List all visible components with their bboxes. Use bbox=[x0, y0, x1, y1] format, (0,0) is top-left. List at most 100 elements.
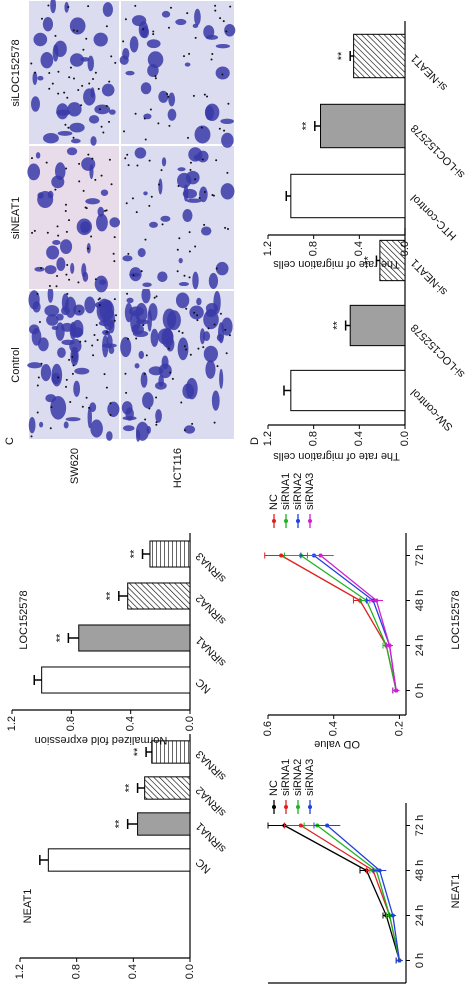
pore bbox=[105, 104, 108, 107]
pore bbox=[127, 252, 130, 255]
cell bbox=[84, 296, 96, 314]
cell bbox=[35, 152, 41, 159]
pore bbox=[31, 231, 34, 234]
legend-marker bbox=[272, 805, 276, 809]
x-tick-label: 48 h bbox=[414, 590, 426, 611]
cell bbox=[177, 172, 192, 189]
cell bbox=[27, 163, 41, 181]
pore bbox=[135, 337, 138, 340]
pore bbox=[30, 435, 33, 438]
series-line bbox=[320, 554, 397, 691]
cell bbox=[161, 157, 167, 167]
pore bbox=[67, 126, 70, 129]
x-tick-label: NC bbox=[194, 676, 214, 696]
micrographs bbox=[27, 0, 236, 442]
pore bbox=[112, 252, 115, 255]
pore bbox=[226, 171, 229, 174]
pore bbox=[72, 77, 75, 80]
pore bbox=[95, 324, 98, 327]
pore bbox=[48, 87, 51, 90]
cell bbox=[102, 335, 109, 358]
pore bbox=[127, 164, 130, 167]
cell bbox=[65, 417, 81, 422]
legend-label: NC bbox=[268, 494, 280, 510]
pore bbox=[64, 203, 67, 206]
cell bbox=[90, 136, 97, 146]
significance: ** bbox=[114, 819, 126, 828]
cell bbox=[33, 32, 48, 47]
pore bbox=[213, 421, 216, 424]
cell bbox=[102, 2, 113, 17]
point bbox=[390, 913, 395, 918]
y-tick-label: 0.8 bbox=[65, 716, 77, 731]
series-line bbox=[313, 554, 397, 691]
pore bbox=[110, 183, 113, 186]
pore bbox=[34, 71, 37, 74]
pore bbox=[188, 231, 191, 234]
pore bbox=[142, 324, 145, 327]
pore bbox=[211, 52, 214, 55]
pore bbox=[211, 193, 214, 196]
pore bbox=[92, 78, 95, 81]
significance: ** bbox=[301, 121, 313, 130]
point bbox=[394, 688, 399, 693]
pore bbox=[225, 30, 228, 33]
pore bbox=[38, 321, 41, 324]
pore bbox=[166, 93, 169, 96]
pore bbox=[33, 229, 36, 232]
cell bbox=[125, 70, 135, 76]
cell bbox=[54, 40, 67, 58]
cell bbox=[149, 221, 158, 228]
x-tick-label: 0 h bbox=[414, 683, 426, 698]
cell bbox=[211, 390, 220, 411]
x-tick-label: siRNA2 bbox=[194, 784, 229, 819]
pore bbox=[183, 429, 186, 432]
pore bbox=[150, 195, 153, 198]
pore bbox=[96, 338, 99, 341]
pore bbox=[135, 211, 138, 214]
pore bbox=[100, 125, 103, 128]
pore bbox=[214, 4, 217, 7]
cell bbox=[219, 368, 224, 389]
pore bbox=[71, 355, 74, 358]
point bbox=[387, 643, 392, 648]
cell bbox=[28, 290, 40, 310]
pore bbox=[144, 238, 147, 241]
pore bbox=[188, 276, 191, 279]
cell bbox=[141, 286, 151, 304]
pore bbox=[109, 402, 112, 405]
pore bbox=[171, 377, 174, 380]
pore bbox=[126, 337, 129, 340]
cell bbox=[87, 406, 93, 429]
pore bbox=[103, 373, 106, 376]
cell bbox=[52, 240, 61, 246]
cell bbox=[142, 282, 152, 288]
pore bbox=[94, 71, 97, 74]
pore bbox=[113, 236, 116, 239]
pore bbox=[45, 161, 48, 164]
cell bbox=[50, 395, 67, 420]
series-line bbox=[300, 554, 397, 691]
micrograph bbox=[121, 146, 234, 289]
pore bbox=[97, 87, 100, 90]
y-tick-label: 0.0 bbox=[184, 964, 196, 979]
cell bbox=[38, 337, 49, 352]
pore bbox=[57, 376, 60, 379]
pore bbox=[30, 62, 33, 65]
cell bbox=[147, 51, 164, 68]
pore bbox=[167, 95, 170, 98]
cell bbox=[94, 275, 108, 293]
cell bbox=[125, 407, 134, 421]
cell bbox=[184, 62, 191, 67]
cell bbox=[132, 330, 149, 338]
cell bbox=[182, 188, 197, 199]
cell bbox=[89, 402, 97, 413]
pore bbox=[197, 347, 200, 350]
cell bbox=[221, 132, 234, 148]
pore bbox=[78, 162, 81, 165]
point bbox=[325, 823, 330, 828]
x-tick-label: 48 h bbox=[414, 860, 426, 881]
cell bbox=[129, 272, 141, 277]
legend-marker bbox=[296, 805, 300, 809]
